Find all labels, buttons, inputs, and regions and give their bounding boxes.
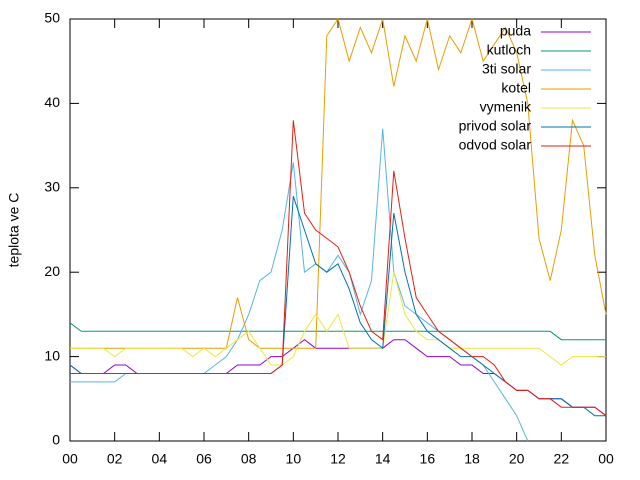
x-tick-label: 06 (196, 451, 212, 467)
series-line (70, 120, 607, 417)
x-tick-label: 00 (598, 451, 614, 467)
legend-label: odvod solar (459, 137, 532, 153)
x-tick-label: 04 (152, 451, 168, 467)
x-tick-label: 16 (420, 451, 436, 467)
y-tick-label: 10 (44, 347, 60, 363)
x-tick-label: 14 (375, 451, 391, 467)
x-tick-label: 08 (241, 451, 257, 467)
x-tick-label: 22 (554, 451, 570, 467)
y-tick-label: 40 (44, 94, 60, 110)
legend-label: 3ti solar (482, 61, 531, 77)
x-tick-label: 02 (107, 451, 123, 467)
x-tick-label: 00 (62, 451, 78, 467)
legend-label: privod solar (459, 118, 532, 134)
x-tick-label: 20 (509, 451, 525, 467)
y-tick-label: 50 (44, 10, 60, 26)
y-tick-label: 30 (44, 179, 60, 195)
series-line (70, 128, 529, 442)
y-tick-label: 20 (44, 263, 60, 279)
legend-label: puda (500, 23, 531, 39)
x-tick-label: 12 (330, 451, 346, 467)
series-line (69, 322, 606, 341)
y-axis-label: teplota ve C (6, 193, 22, 268)
series-line (69, 339, 607, 417)
legend-label: kotel (501, 80, 531, 96)
legend-label: vymenik (480, 99, 532, 115)
series-line (70, 272, 606, 366)
x-tick-label: 10 (286, 451, 302, 467)
series-line (69, 196, 606, 417)
y-tick-label: 0 (52, 432, 60, 448)
x-tick-label: 18 (464, 451, 480, 467)
legend-label: kutloch (487, 42, 531, 58)
